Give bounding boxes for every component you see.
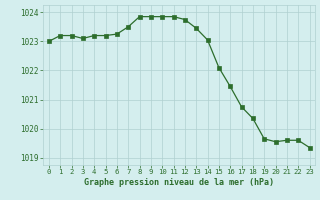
X-axis label: Graphe pression niveau de la mer (hPa): Graphe pression niveau de la mer (hPa) xyxy=(84,178,274,187)
